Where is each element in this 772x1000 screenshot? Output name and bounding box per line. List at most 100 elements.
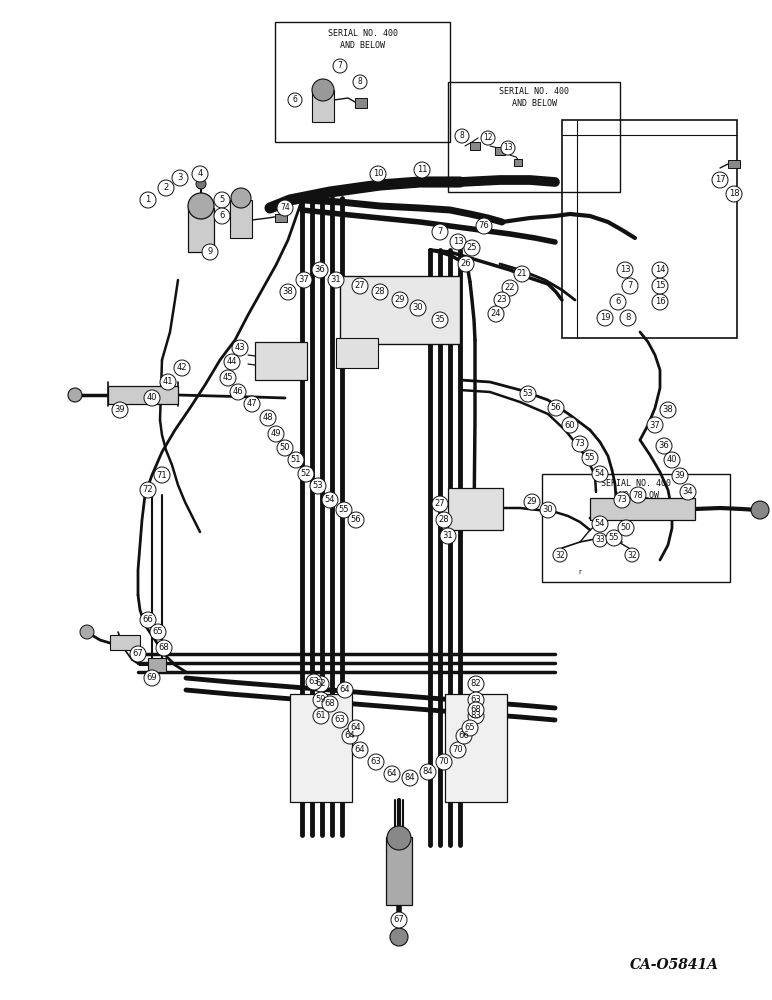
Circle shape <box>322 696 338 712</box>
Circle shape <box>188 193 214 219</box>
Text: 49: 49 <box>271 430 281 438</box>
Text: 7: 7 <box>337 62 343 70</box>
Bar <box>275 214 287 222</box>
Text: 28: 28 <box>374 288 385 296</box>
Circle shape <box>140 482 156 498</box>
Circle shape <box>196 179 206 189</box>
Text: 55: 55 <box>609 534 619 542</box>
Circle shape <box>450 742 466 758</box>
Circle shape <box>384 766 400 782</box>
Circle shape <box>488 306 504 322</box>
Circle shape <box>348 512 364 528</box>
Text: CA-O5841A: CA-O5841A <box>630 958 719 972</box>
Circle shape <box>337 682 353 698</box>
Bar <box>386 837 412 905</box>
Circle shape <box>172 170 188 186</box>
Text: 6: 6 <box>615 298 621 306</box>
Bar <box>448 82 620 192</box>
Text: 32: 32 <box>555 550 565 560</box>
Text: 4: 4 <box>198 169 202 178</box>
Text: 38: 38 <box>662 406 673 414</box>
Text: 51: 51 <box>291 456 301 464</box>
Text: 41: 41 <box>163 377 173 386</box>
Text: 6: 6 <box>293 96 297 104</box>
Circle shape <box>202 244 218 260</box>
Circle shape <box>548 400 564 416</box>
Text: 13: 13 <box>620 265 630 274</box>
Text: 67: 67 <box>133 650 144 658</box>
Bar <box>495 147 505 155</box>
Circle shape <box>597 310 613 326</box>
Text: 73: 73 <box>617 495 628 504</box>
Circle shape <box>652 278 668 294</box>
Text: 56: 56 <box>550 403 561 412</box>
Circle shape <box>392 292 408 308</box>
Bar <box>110 635 140 650</box>
Circle shape <box>614 492 630 508</box>
Circle shape <box>553 548 567 562</box>
Bar <box>188 208 214 252</box>
Text: 48: 48 <box>262 414 273 422</box>
Text: 50: 50 <box>279 444 290 452</box>
Text: 37: 37 <box>649 420 660 430</box>
Text: 63: 63 <box>471 696 482 704</box>
Bar <box>312 90 334 122</box>
Circle shape <box>652 262 668 278</box>
Circle shape <box>277 440 293 456</box>
Circle shape <box>352 278 368 294</box>
Circle shape <box>313 676 329 692</box>
Bar <box>590 498 695 520</box>
Circle shape <box>313 692 329 708</box>
Bar <box>230 200 252 238</box>
Circle shape <box>296 272 312 288</box>
Text: 26: 26 <box>461 259 472 268</box>
Text: 62: 62 <box>316 680 327 688</box>
Text: 68: 68 <box>158 644 169 652</box>
Circle shape <box>450 234 466 250</box>
Circle shape <box>336 502 352 518</box>
Circle shape <box>592 516 608 532</box>
Circle shape <box>140 192 156 208</box>
Circle shape <box>501 141 515 155</box>
Circle shape <box>306 674 322 690</box>
Bar <box>470 142 480 150</box>
Text: AND BELOW: AND BELOW <box>340 41 385 50</box>
Bar <box>542 474 730 582</box>
Circle shape <box>230 384 246 400</box>
Text: 15: 15 <box>655 282 665 290</box>
Circle shape <box>80 625 94 639</box>
Text: 65: 65 <box>153 628 164 637</box>
Bar <box>514 159 522 166</box>
Text: 36: 36 <box>315 265 325 274</box>
Text: 24: 24 <box>491 310 501 318</box>
Circle shape <box>280 284 296 300</box>
Bar <box>562 120 737 338</box>
Text: 56: 56 <box>350 516 361 524</box>
Text: 76: 76 <box>479 222 489 231</box>
Circle shape <box>726 186 742 202</box>
Text: 68: 68 <box>324 700 335 708</box>
Circle shape <box>618 520 634 536</box>
Text: 8: 8 <box>625 314 631 322</box>
Text: 19: 19 <box>600 314 610 322</box>
Circle shape <box>414 162 430 178</box>
Circle shape <box>456 728 472 744</box>
Circle shape <box>220 370 236 386</box>
Text: 13: 13 <box>452 237 463 246</box>
Circle shape <box>192 166 208 182</box>
Circle shape <box>468 702 484 718</box>
Text: 54: 54 <box>594 520 605 528</box>
Circle shape <box>158 180 174 196</box>
Text: 38: 38 <box>283 288 293 296</box>
Bar <box>448 488 503 530</box>
Circle shape <box>680 484 696 500</box>
Circle shape <box>582 450 598 466</box>
Text: 82: 82 <box>471 680 481 688</box>
Text: 37: 37 <box>299 275 310 284</box>
Text: 40: 40 <box>667 456 677 464</box>
Text: 44: 44 <box>227 358 237 366</box>
Bar <box>108 386 178 404</box>
Bar <box>336 338 378 368</box>
Circle shape <box>144 390 160 406</box>
Text: 28: 28 <box>438 516 449 524</box>
